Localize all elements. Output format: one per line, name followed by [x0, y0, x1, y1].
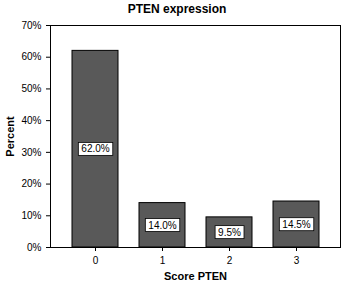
- svg-text:14.5%: 14.5%: [282, 219, 310, 230]
- svg-text:Percent: Percent: [4, 116, 16, 157]
- html-text:PTEN expression: PTEN expression: [127, 2, 227, 16]
- svg-text:30%: 30%: [21, 147, 41, 158]
- svg-text:70%: 70%: [21, 20, 41, 31]
- svg-text:0%: 0%: [27, 242, 42, 253]
- svg-text:10%: 10%: [21, 210, 41, 221]
- svg-text:2: 2: [227, 255, 233, 266]
- svg-text:9.5%: 9.5%: [218, 227, 241, 238]
- svg-text:40%: 40%: [21, 115, 41, 126]
- svg-text:1: 1: [160, 255, 166, 266]
- svg-text:62.0%: 62.0%: [81, 143, 109, 154]
- svg-text:3: 3: [294, 255, 300, 266]
- svg-text:0: 0: [93, 255, 99, 266]
- svg-text:60%: 60%: [21, 51, 41, 62]
- svg-text:20%: 20%: [21, 178, 41, 189]
- svg-text:50%: 50%: [21, 83, 41, 94]
- svg-text:14.0%: 14.0%: [148, 220, 176, 231]
- svg-text:Score PTEN: Score PTEN: [164, 270, 227, 282]
